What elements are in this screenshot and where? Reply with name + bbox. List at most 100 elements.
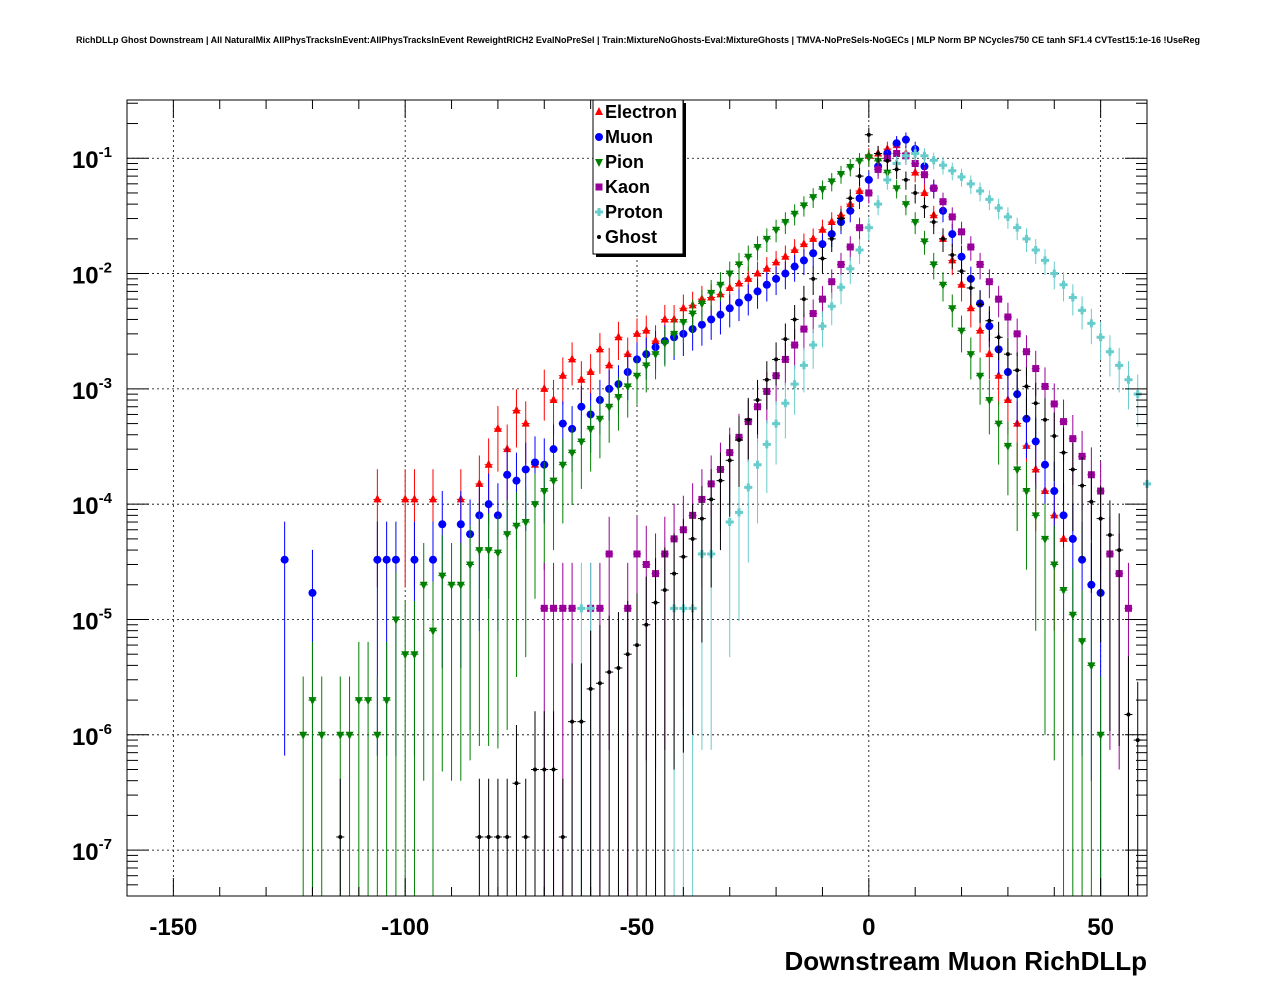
data-point	[633, 372, 641, 381]
data-point	[1117, 548, 1122, 553]
data-point	[922, 204, 927, 209]
data-point	[930, 184, 938, 192]
data-point	[1070, 467, 1075, 472]
data-point	[913, 190, 918, 195]
data-point	[345, 731, 354, 740]
data-point	[1059, 280, 1068, 289]
data-point	[837, 260, 845, 268]
x-tick-label: 50	[1087, 914, 1114, 941]
data-point	[373, 555, 382, 564]
data-point	[848, 196, 853, 201]
data-point	[1068, 534, 1077, 543]
data-point	[1059, 587, 1068, 596]
data-point	[505, 834, 510, 839]
data-point	[484, 547, 493, 556]
data-point	[762, 280, 771, 289]
data-point	[429, 555, 437, 564]
data-point	[670, 314, 679, 323]
data-point	[336, 731, 345, 740]
data-point	[737, 438, 741, 443]
data-point	[410, 651, 419, 660]
data-point	[799, 256, 808, 265]
data-point	[623, 383, 632, 392]
data-point	[809, 194, 818, 203]
y-tick-base: 10	[72, 608, 99, 635]
legend-label-ghost: Ghost	[605, 227, 657, 247]
data-point	[976, 186, 985, 195]
data-point	[1050, 487, 1059, 496]
data-point	[709, 497, 714, 502]
legend-label-muon: Muon	[605, 127, 653, 147]
data-point	[1022, 234, 1031, 243]
y-tick-exponent: -6	[99, 721, 112, 738]
legend-marker-pion	[595, 159, 603, 167]
data-point	[929, 156, 938, 165]
y-tick-exponent: -7	[99, 836, 112, 853]
data-point	[957, 252, 966, 261]
data-point	[792, 317, 797, 322]
y-tick-exponent: -2	[99, 260, 112, 277]
data-point	[1041, 535, 1049, 544]
data-point	[533, 767, 537, 772]
data-point	[410, 555, 419, 564]
legend-marker-proton	[595, 208, 603, 216]
legend: Electron Muon Pion Kaon Proton Ghost	[592, 99, 686, 257]
data-point	[419, 581, 428, 590]
data-point	[623, 349, 632, 358]
data-point	[586, 604, 595, 613]
data-point	[948, 166, 957, 175]
data-point	[790, 380, 799, 389]
data-point	[994, 204, 1003, 213]
y-tick-exponent: -1	[99, 144, 112, 161]
data-point	[1059, 511, 1068, 520]
data-point	[1078, 638, 1087, 647]
data-point	[466, 561, 475, 570]
data-point	[948, 305, 957, 314]
data-point	[401, 651, 410, 660]
data-point	[542, 767, 547, 772]
data-point	[744, 273, 753, 282]
data-point	[864, 175, 873, 184]
data-point	[746, 417, 751, 422]
data-point	[874, 165, 882, 173]
data-point	[1087, 662, 1096, 671]
axes: -150 -100 -50 0 5010-710-610-510-410-310-210…	[72, 100, 1148, 941]
data-point	[1068, 611, 1077, 620]
data-point	[976, 260, 984, 268]
data-point	[447, 581, 456, 590]
data-point	[514, 781, 519, 786]
data-point	[985, 397, 994, 406]
data-point	[410, 494, 419, 503]
data-point	[820, 256, 825, 261]
data-point	[911, 149, 920, 158]
y-tick-base: 10	[72, 724, 99, 751]
legend-box	[592, 99, 684, 255]
data-point	[901, 135, 910, 144]
data-point	[957, 327, 966, 336]
data-point	[920, 238, 929, 247]
data-point	[772, 257, 781, 266]
y-tick-label: 10-5	[72, 605, 112, 635]
data-point	[950, 252, 955, 257]
data-point	[818, 322, 827, 331]
data-point	[755, 398, 760, 403]
data-point	[579, 719, 584, 724]
data-point	[493, 423, 502, 432]
data-point	[1015, 368, 1020, 373]
data-point	[781, 218, 790, 227]
data-point	[577, 438, 586, 447]
data-point	[920, 171, 928, 179]
data-point	[1024, 384, 1029, 389]
y-tick-base: 10	[72, 147, 99, 174]
data-point	[1078, 306, 1087, 315]
data-point	[958, 228, 966, 236]
data-point	[735, 278, 743, 287]
data-point	[1124, 604, 1132, 612]
data-point	[521, 519, 530, 528]
data-point	[382, 555, 391, 564]
data-point	[475, 478, 484, 487]
data-point	[995, 295, 1003, 303]
data-point	[633, 328, 641, 337]
data-point	[716, 281, 725, 290]
data-point	[549, 477, 558, 486]
